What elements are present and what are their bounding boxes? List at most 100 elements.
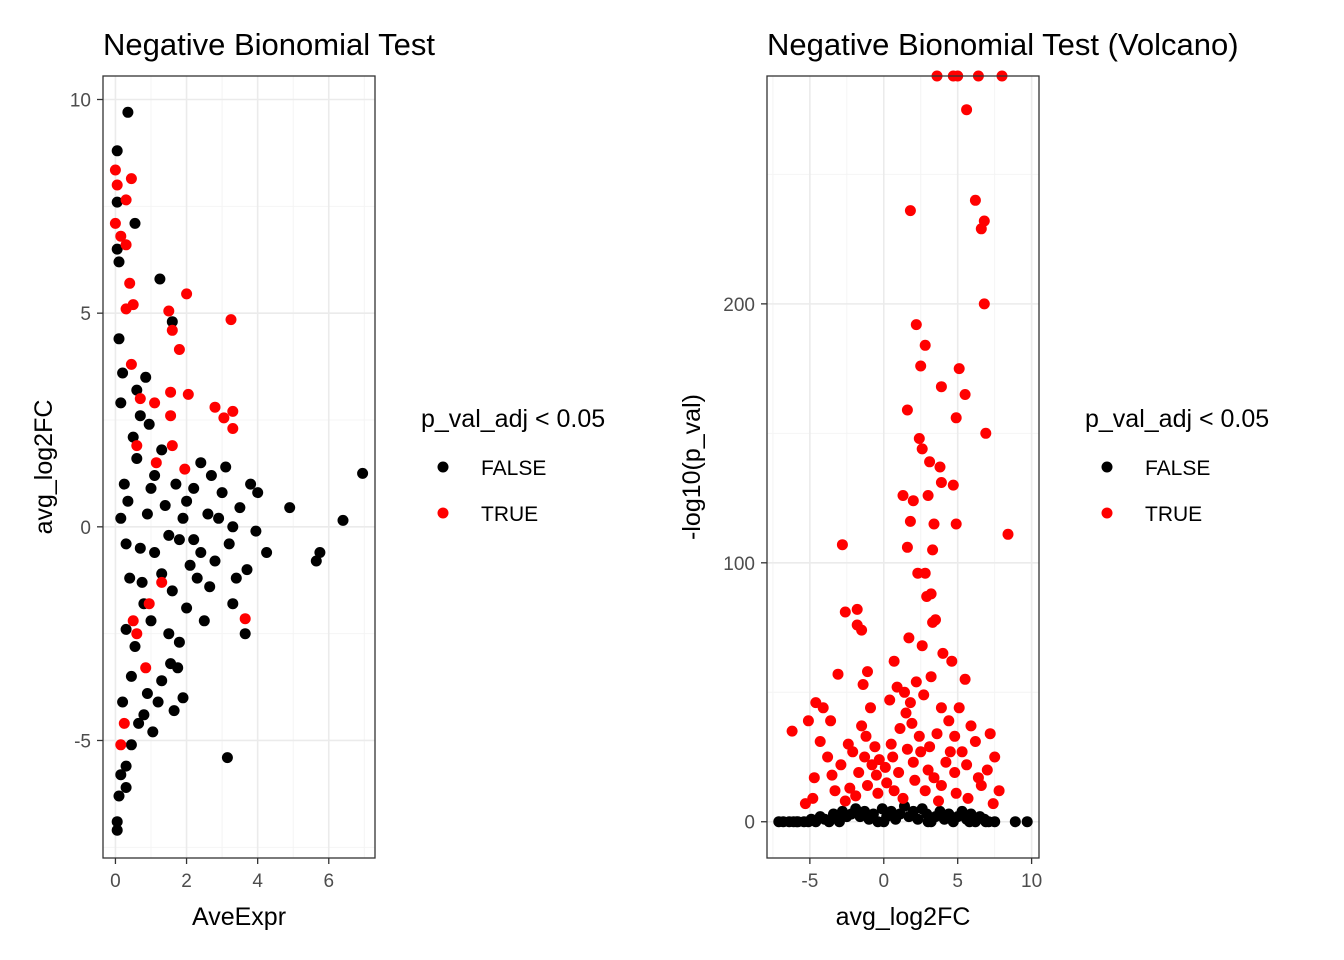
chart-1-point-false [181,602,193,614]
chart-2-points [773,70,1033,828]
chart-1-point-true [125,358,137,370]
chart-1-point-true [166,440,178,452]
chart-1-point-false [111,196,123,208]
chart-1-point-false [113,790,125,802]
chart-2-point-true [953,702,965,714]
chart-2-point-true [903,632,915,644]
chart-2-point-true [972,772,984,784]
chart-1-point-false [284,502,296,514]
chart-1-point-true [115,230,127,242]
chart-2-point-true [949,767,961,778]
chart-2-point-true [944,746,956,758]
chart-2-point-true [897,490,909,501]
chart-1-point-true [149,397,161,409]
chart-1-point-false [122,106,134,118]
chart-1-point-false [337,514,349,526]
chart-1-point-false [111,816,123,828]
chart-2-point-true [826,769,838,781]
chart-1-point-false [239,628,251,640]
chart-1-y-tick-label: 10 [70,91,91,112]
chart-1-point-false [252,487,264,499]
chart-2-point-true [924,741,936,753]
chart-1-point-true [181,288,193,300]
chart-1-point-false [202,508,214,520]
chart-1-point-false [140,371,152,383]
chart-2-point-true [844,782,856,794]
chart-1-point-false [113,256,125,268]
chart-1-point-true [111,179,123,191]
chart-1-point-false [118,478,130,490]
chart-1-legend-key-false [437,461,449,473]
chart-2-point-false [922,816,934,828]
chart-2-point-true [959,389,971,400]
chart-2-point-true [910,676,922,688]
chart-1-point-true [124,277,136,289]
chart-2-point-true [888,655,900,667]
chart-2-point-true [934,461,946,473]
chart-1-point-false [184,559,196,571]
chart-1-point-true [134,393,146,405]
chart-2-point-true [885,738,897,750]
chart-2-point-true [921,591,933,602]
chart-2-point-true [906,717,918,729]
chart-1-point-false [198,615,210,627]
chart-1-point-false [163,529,175,541]
chart-1-x-tick-label: 0 [110,871,121,892]
chart-2-point-true [935,381,947,393]
chart-2-panel-border [766,75,1040,859]
chart-2-point-true [915,746,927,758]
chart-1-legend-label-true: TRUE [481,503,538,526]
chart-1-point-false [172,662,184,674]
chart-1-point-false [113,333,125,345]
chart-1-point-false [220,461,232,473]
chart-2-point-true [935,780,947,791]
chart-1-point-false [166,316,178,328]
chart-1-point-false [131,453,143,464]
chart-2-legend-label-false: FALSE [1145,457,1210,480]
chart-panel-1: Negative Bionomial Test 0 2 4 6 -5 0 5 10 AveEx… [30,27,435,931]
chart-2-point-true [907,495,919,507]
chart-1-point-true [120,239,132,251]
chart-2-point-true [888,785,900,797]
chart-2-point-true [935,477,947,488]
chart-2-point-false [791,816,803,828]
chart-1-point-true [182,388,194,400]
chart-1-point-false [129,641,141,652]
chart-1-point-false [136,576,148,588]
chart-1-legend-key-true [437,507,449,519]
chart-2-point-true [856,624,868,636]
chart-1-point-true [218,412,230,424]
chart-1-point-false [125,670,137,682]
chart-1-point-false [111,824,123,836]
chart-2-gridlines [767,76,1039,858]
chart-2-point-true [919,785,931,797]
chart-1-legend-title: p_val_adj < 0.05 [421,405,605,433]
chart-2-point-false [878,816,890,828]
chart-2-point-true [910,319,922,331]
chart-1-point-false [141,508,153,520]
chart-2-point-true [842,738,854,750]
chart-2-point-true [909,774,921,786]
chart-1-y-tick-label: 0 [80,518,91,539]
chart-1-point-false [241,564,253,576]
chart-1-point-false [314,547,326,558]
chart-2-point-true [887,751,899,763]
chart-2-point-true [884,694,896,706]
chart-2-point-true [918,689,930,701]
chart-2-point-false [1009,816,1021,828]
chart-1-point-true [127,299,139,311]
chart-1-point-false [149,470,161,481]
chart-2-point-true [950,518,962,530]
chart-2-point-true [935,702,947,714]
chart-2-point-true [907,756,919,768]
chart-1-point-false [177,512,189,524]
chart-2-point-true [860,730,872,742]
chart-1-point-true [120,194,132,206]
chart-1-point-false [227,598,239,610]
chart-2-point-true [922,764,934,776]
chart-1-point-false [261,547,273,558]
chart-2-point-true [836,539,848,551]
chart-2-point-true [799,798,811,810]
